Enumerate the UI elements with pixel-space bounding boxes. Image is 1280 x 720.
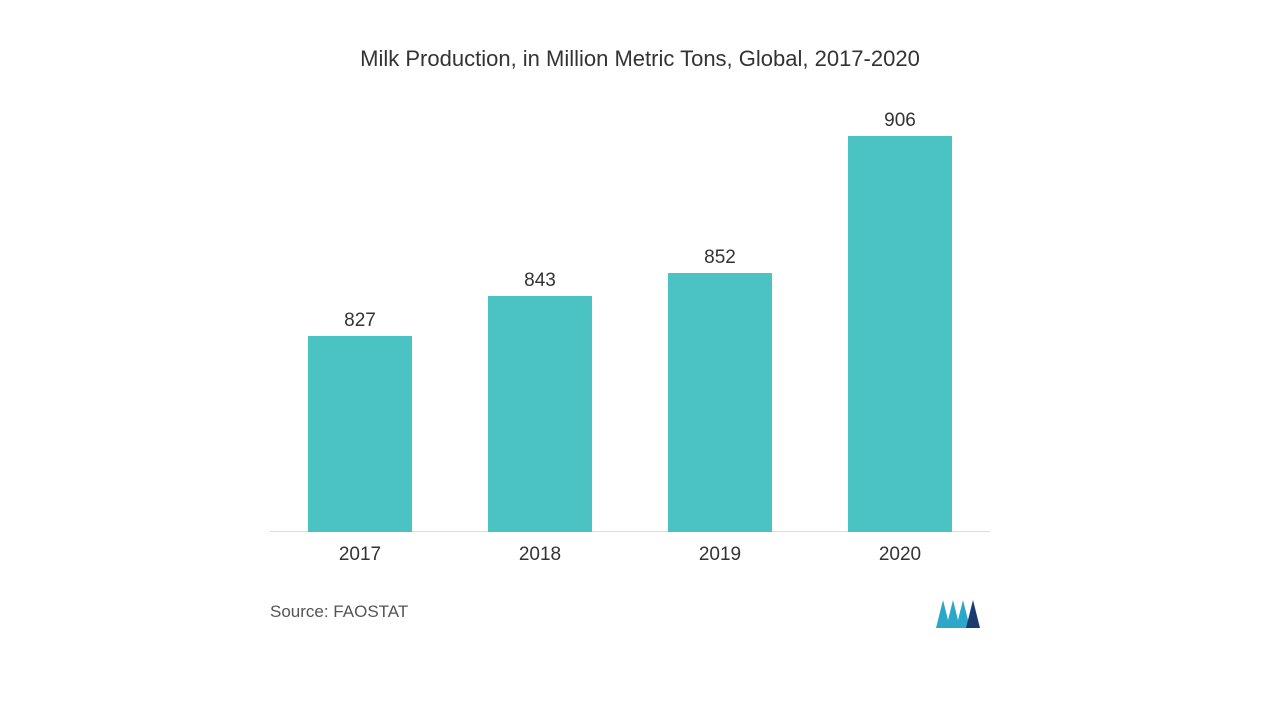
brand-logo-icon [936,600,980,628]
x-tick-3: 2020 [879,532,921,566]
x-tick-1: 2018 [519,532,561,566]
x-tick-2: 2019 [699,532,741,566]
bar-group-1: 843 2018 [450,296,630,532]
bar-3: 906 [848,136,952,532]
bar-value-3: 906 [884,110,916,136]
bar-value-0: 827 [344,310,376,336]
x-tick-0: 2017 [339,532,381,566]
bar-2: 852 [668,273,772,532]
plot-area: 827 2017 843 2018 852 2019 906 2020 [270,100,990,532]
bar-group-2: 852 2019 [630,273,810,532]
chart-title: Milk Production, in Million Metric Tons,… [0,46,1280,72]
bar-group-3: 906 2020 [810,136,990,532]
bar-value-2: 852 [704,247,736,273]
bar-group-0: 827 2017 [270,336,450,532]
chart-stage: Milk Production, in Million Metric Tons,… [0,0,1280,720]
source-text: Source: FAOSTAT [270,602,408,622]
bar-0: 827 [308,336,412,532]
bar-value-1: 843 [524,270,556,296]
bar-1: 843 [488,296,592,532]
